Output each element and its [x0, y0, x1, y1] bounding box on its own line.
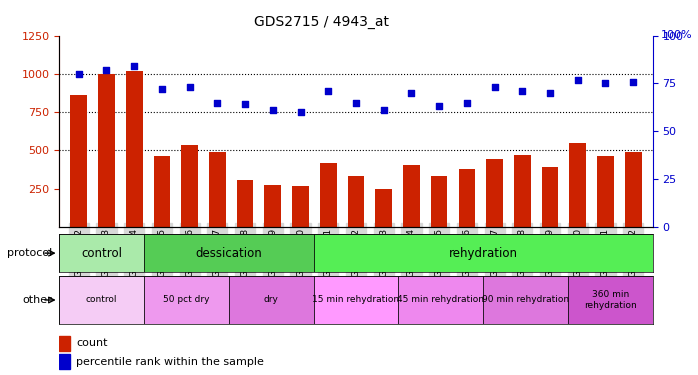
Text: other: other	[22, 295, 52, 305]
Bar	[126, 71, 142, 227]
FancyBboxPatch shape	[313, 276, 399, 324]
FancyBboxPatch shape	[229, 276, 313, 324]
Bar	[514, 155, 530, 227]
Point	[517, 88, 528, 94]
Point	[600, 81, 611, 87]
Bar	[292, 186, 309, 227]
Point	[211, 100, 223, 106]
FancyBboxPatch shape	[59, 234, 144, 272]
Bar	[70, 95, 87, 227]
Point	[322, 88, 334, 94]
FancyBboxPatch shape	[144, 234, 313, 272]
Bar	[209, 152, 225, 227]
Y-axis label: 100%: 100%	[660, 30, 692, 40]
Point	[295, 109, 306, 115]
Point	[128, 63, 140, 69]
Text: dessication: dessication	[195, 247, 262, 259]
Bar	[154, 156, 170, 227]
Bar	[320, 163, 336, 227]
FancyBboxPatch shape	[59, 276, 144, 324]
Bar	[98, 74, 114, 227]
Text: 45 min rehydration: 45 min rehydration	[397, 296, 484, 304]
Text: 90 min rehydration: 90 min rehydration	[482, 296, 569, 304]
Text: count: count	[76, 338, 107, 348]
Text: control: control	[86, 296, 117, 304]
FancyBboxPatch shape	[483, 276, 568, 324]
Bar	[181, 145, 198, 227]
Point	[489, 84, 500, 90]
Bar	[59, 336, 70, 351]
Bar	[348, 176, 364, 227]
Bar	[403, 165, 419, 227]
Text: 15 min rehydration: 15 min rehydration	[313, 296, 399, 304]
Point	[350, 100, 362, 106]
Point	[184, 84, 195, 90]
Point	[378, 107, 389, 113]
Text: rehydration: rehydration	[449, 247, 518, 259]
Point	[628, 78, 639, 84]
Point	[239, 102, 251, 108]
Bar	[487, 159, 503, 227]
FancyBboxPatch shape	[568, 276, 653, 324]
FancyBboxPatch shape	[144, 276, 229, 324]
FancyBboxPatch shape	[313, 234, 653, 272]
Point	[267, 107, 279, 113]
Point	[433, 104, 445, 110]
Bar	[237, 180, 253, 227]
Point	[544, 90, 556, 96]
Bar	[597, 156, 614, 227]
Bar	[570, 144, 586, 227]
FancyBboxPatch shape	[399, 276, 483, 324]
Text: GDS2715 / 4943_at: GDS2715 / 4943_at	[253, 15, 389, 29]
Bar	[542, 167, 558, 227]
Point	[572, 76, 584, 82]
Text: 360 min
rehydration: 360 min rehydration	[584, 290, 637, 310]
Bar	[431, 176, 447, 227]
Text: control: control	[81, 247, 122, 259]
Point	[73, 71, 84, 77]
Point	[406, 90, 417, 96]
Bar	[625, 152, 641, 227]
Text: dry: dry	[264, 296, 279, 304]
Point	[156, 86, 168, 92]
Bar	[376, 189, 392, 227]
Point	[461, 100, 473, 106]
Text: 50 pct dry: 50 pct dry	[163, 296, 209, 304]
Bar	[59, 354, 70, 369]
Text: percentile rank within the sample: percentile rank within the sample	[76, 357, 264, 367]
Bar	[459, 169, 475, 227]
Bar	[265, 185, 281, 227]
Point	[101, 67, 112, 73]
Text: protocol: protocol	[7, 248, 52, 258]
